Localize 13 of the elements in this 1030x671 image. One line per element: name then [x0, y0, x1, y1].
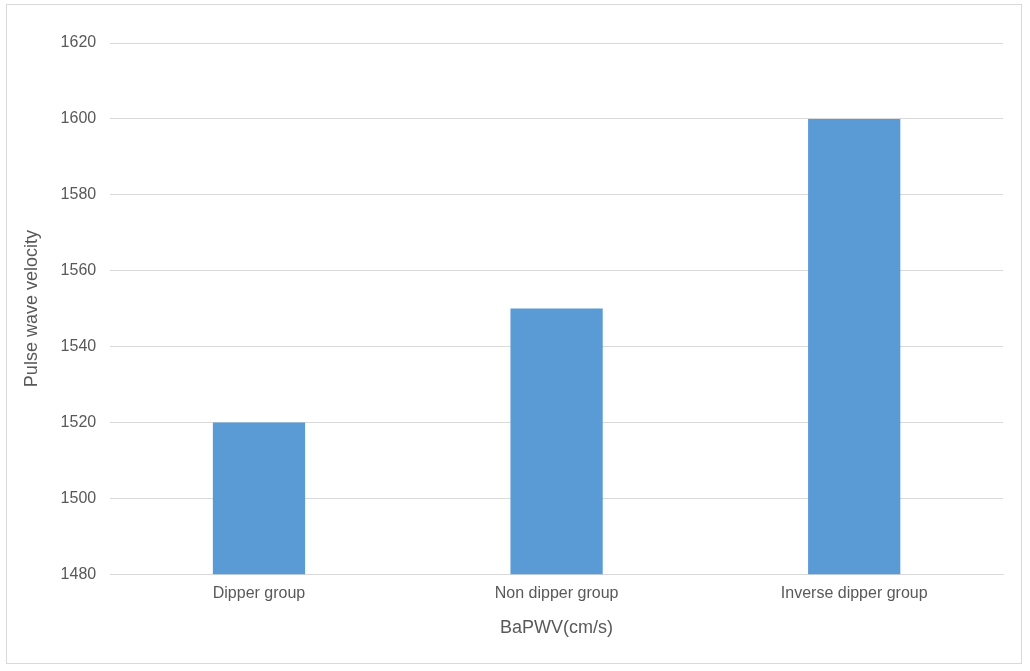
y-tick-label: 1580 — [60, 185, 97, 203]
x-tick-label: Inverse dipper group — [780, 584, 928, 602]
y-tick-label: 1540 — [60, 336, 97, 354]
y-axis-title: Pulse wave velocity — [20, 230, 41, 388]
y-tick-label: 1600 — [60, 109, 97, 127]
y-tick-label: 1500 — [60, 488, 97, 506]
x-tick-label: Dipper group — [212, 584, 306, 602]
y-tick-label: 1620 — [60, 33, 97, 51]
x-axis-title: BaPWV(cm/s) — [500, 617, 614, 638]
y-tick-label: 1520 — [60, 412, 97, 430]
y-tick-label: 1560 — [60, 261, 97, 279]
y-tick-label: 1480 — [60, 564, 97, 582]
x-tick-label: Non dipper group — [494, 584, 619, 602]
